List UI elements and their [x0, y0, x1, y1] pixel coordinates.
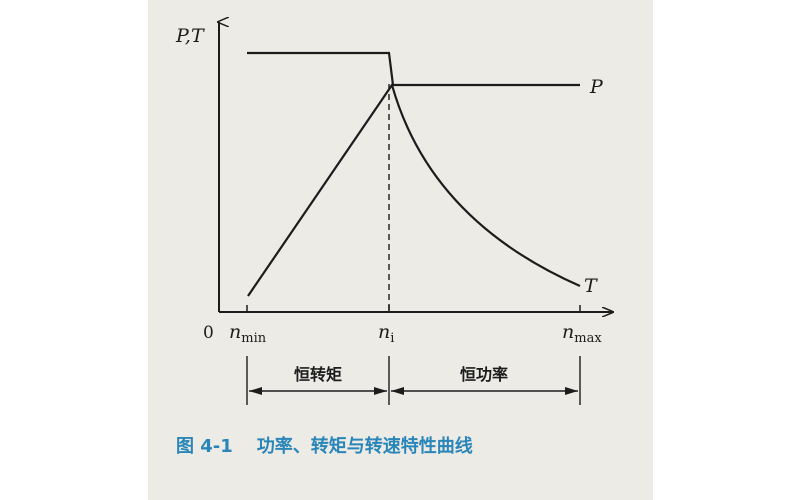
tick-label-ni: ni: [378, 321, 394, 346]
series-t-line: [247, 82, 581, 297]
origin-label: 0: [203, 323, 214, 343]
series-t-label: T: [584, 275, 598, 297]
figure-title: 功率、转矩与转速特性曲线: [256, 436, 473, 457]
tick-label-nmax: nmax: [562, 321, 602, 346]
y-axis-label: P,T: [175, 25, 205, 47]
region-label-constant-torque: 恒转矩: [294, 365, 342, 384]
figure-caption: 图 4-1 功率、转矩与转速特性曲线: [176, 432, 473, 458]
page: [148, 0, 653, 500]
region-label-constant-power: 恒功率: [460, 365, 508, 384]
series-p-line: [247, 51, 580, 87]
series-p-label: P: [589, 76, 604, 98]
figure-number: 图 4-1: [176, 436, 233, 457]
tick-label-nmin: nmin: [229, 321, 267, 346]
